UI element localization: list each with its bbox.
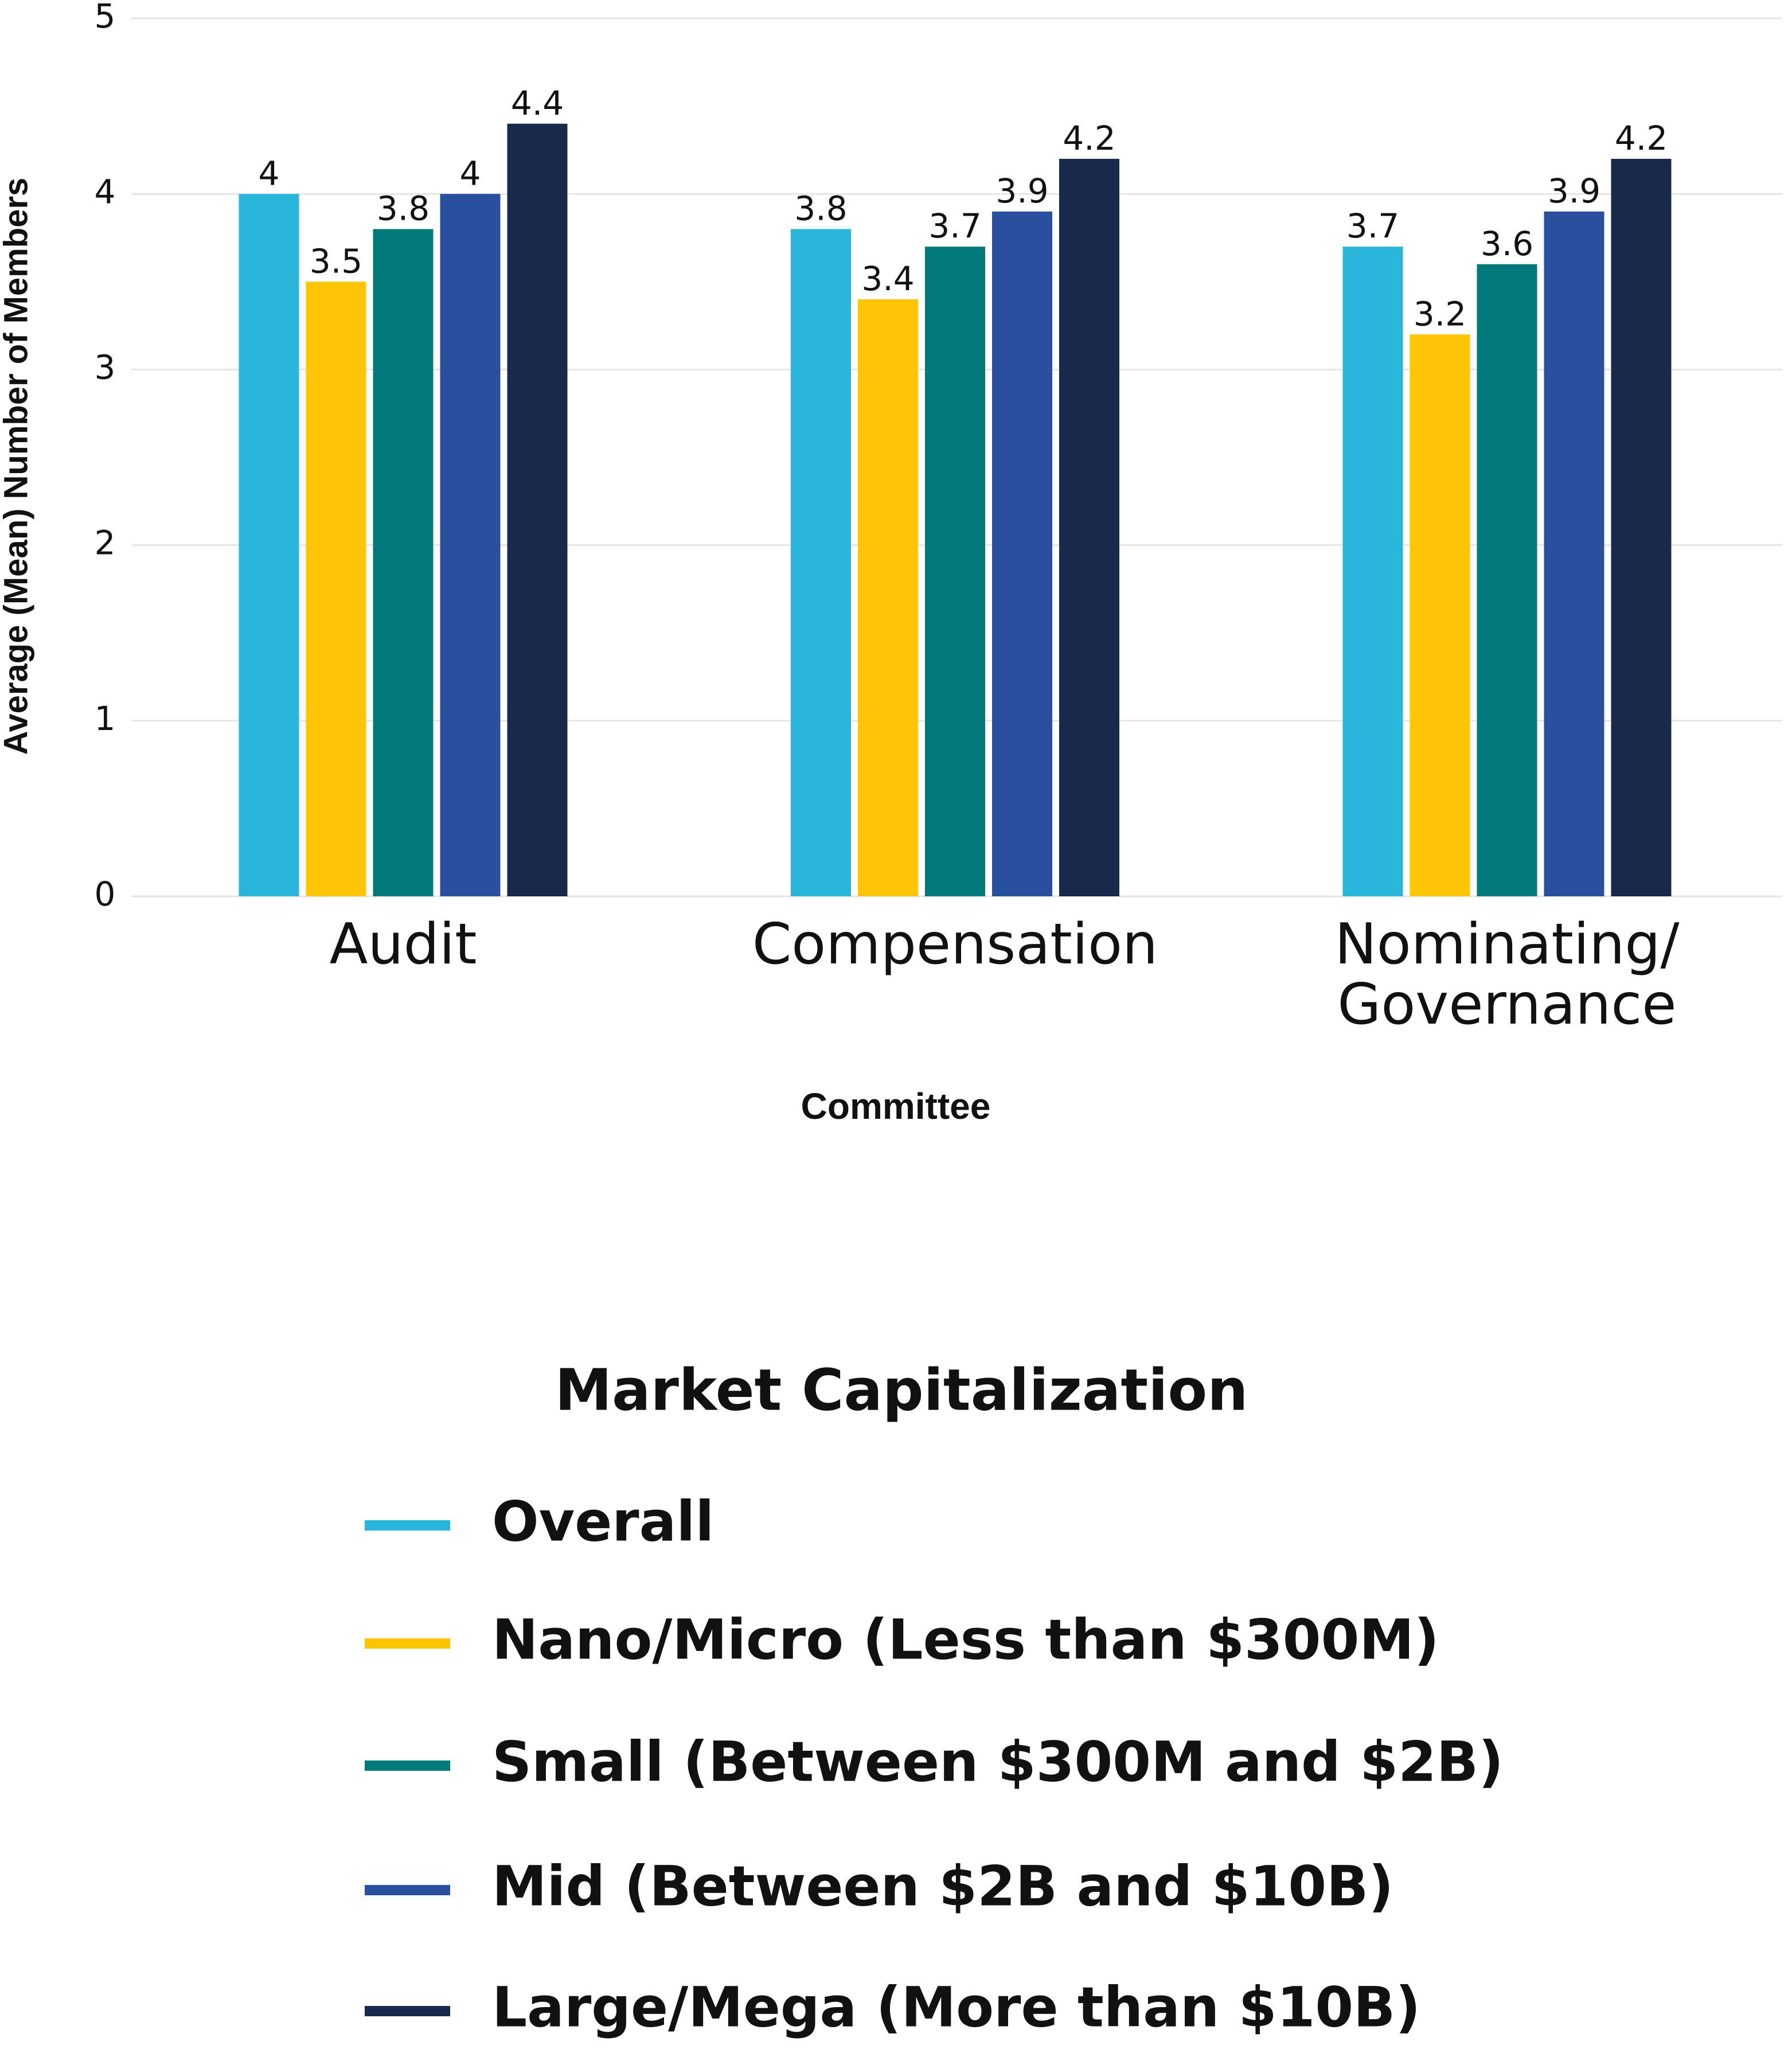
y-tick-label: 5 bbox=[95, 0, 116, 36]
y-axis-title: Average (Mean) Number of Members bbox=[0, 178, 34, 755]
legend-label: Overall bbox=[492, 1489, 714, 1553]
legend-label: Nano/Micro (Less than $300M) bbox=[492, 1607, 1439, 1672]
data-label: 3.9 bbox=[995, 171, 1048, 210]
legend-label: Mid (Between $2B and $10B) bbox=[492, 1854, 1393, 1918]
data-label: 3.8 bbox=[377, 189, 430, 228]
y-tick-label: 4 bbox=[95, 172, 116, 211]
data-label: 4.2 bbox=[1615, 119, 1668, 158]
bar bbox=[858, 299, 918, 897]
data-label: 3.4 bbox=[861, 259, 914, 298]
bar bbox=[1611, 158, 1672, 897]
data-label: 4 bbox=[259, 154, 280, 193]
legend-label: Large/Mega (More than $10B) bbox=[492, 1975, 1420, 2039]
data-label: 3.2 bbox=[1414, 294, 1466, 333]
x-tick-label: Nominating/Governance bbox=[1334, 912, 1680, 1037]
legend-label: Small (Between $300M and $2B) bbox=[492, 1730, 1504, 1794]
y-tick-label: 3 bbox=[95, 348, 116, 387]
bar bbox=[1477, 264, 1537, 897]
data-label: 3.5 bbox=[310, 241, 362, 280]
data-label: 4 bbox=[460, 154, 481, 193]
data-label: 3.9 bbox=[1548, 171, 1600, 210]
bar bbox=[791, 229, 851, 897]
data-label: 3.7 bbox=[1346, 206, 1399, 245]
data-label: 3.7 bbox=[928, 206, 981, 245]
bar bbox=[306, 282, 366, 896]
bar bbox=[925, 247, 985, 896]
bar bbox=[1342, 247, 1403, 896]
bar bbox=[373, 229, 434, 897]
bar bbox=[1059, 158, 1119, 897]
y-tick-label: 0 bbox=[95, 875, 116, 914]
bar bbox=[440, 194, 501, 897]
y-tick-label: 1 bbox=[95, 699, 116, 738]
bar bbox=[239, 194, 299, 897]
legend-title: Market Capitalization bbox=[555, 1356, 1248, 1423]
x-axis-title: Committee bbox=[801, 1086, 991, 1127]
data-label: 4.4 bbox=[511, 84, 564, 123]
bar bbox=[507, 123, 568, 897]
x-tick-label: Compensation bbox=[752, 912, 1158, 977]
bar bbox=[992, 211, 1052, 896]
bar bbox=[1544, 211, 1604, 896]
data-label: 3.6 bbox=[1481, 224, 1533, 263]
data-label: 3.8 bbox=[794, 189, 847, 228]
x-tick-label: Audit bbox=[329, 912, 477, 977]
y-tick-label: 2 bbox=[95, 524, 116, 563]
data-label: 4.2 bbox=[1063, 119, 1115, 158]
bar bbox=[1410, 334, 1470, 896]
